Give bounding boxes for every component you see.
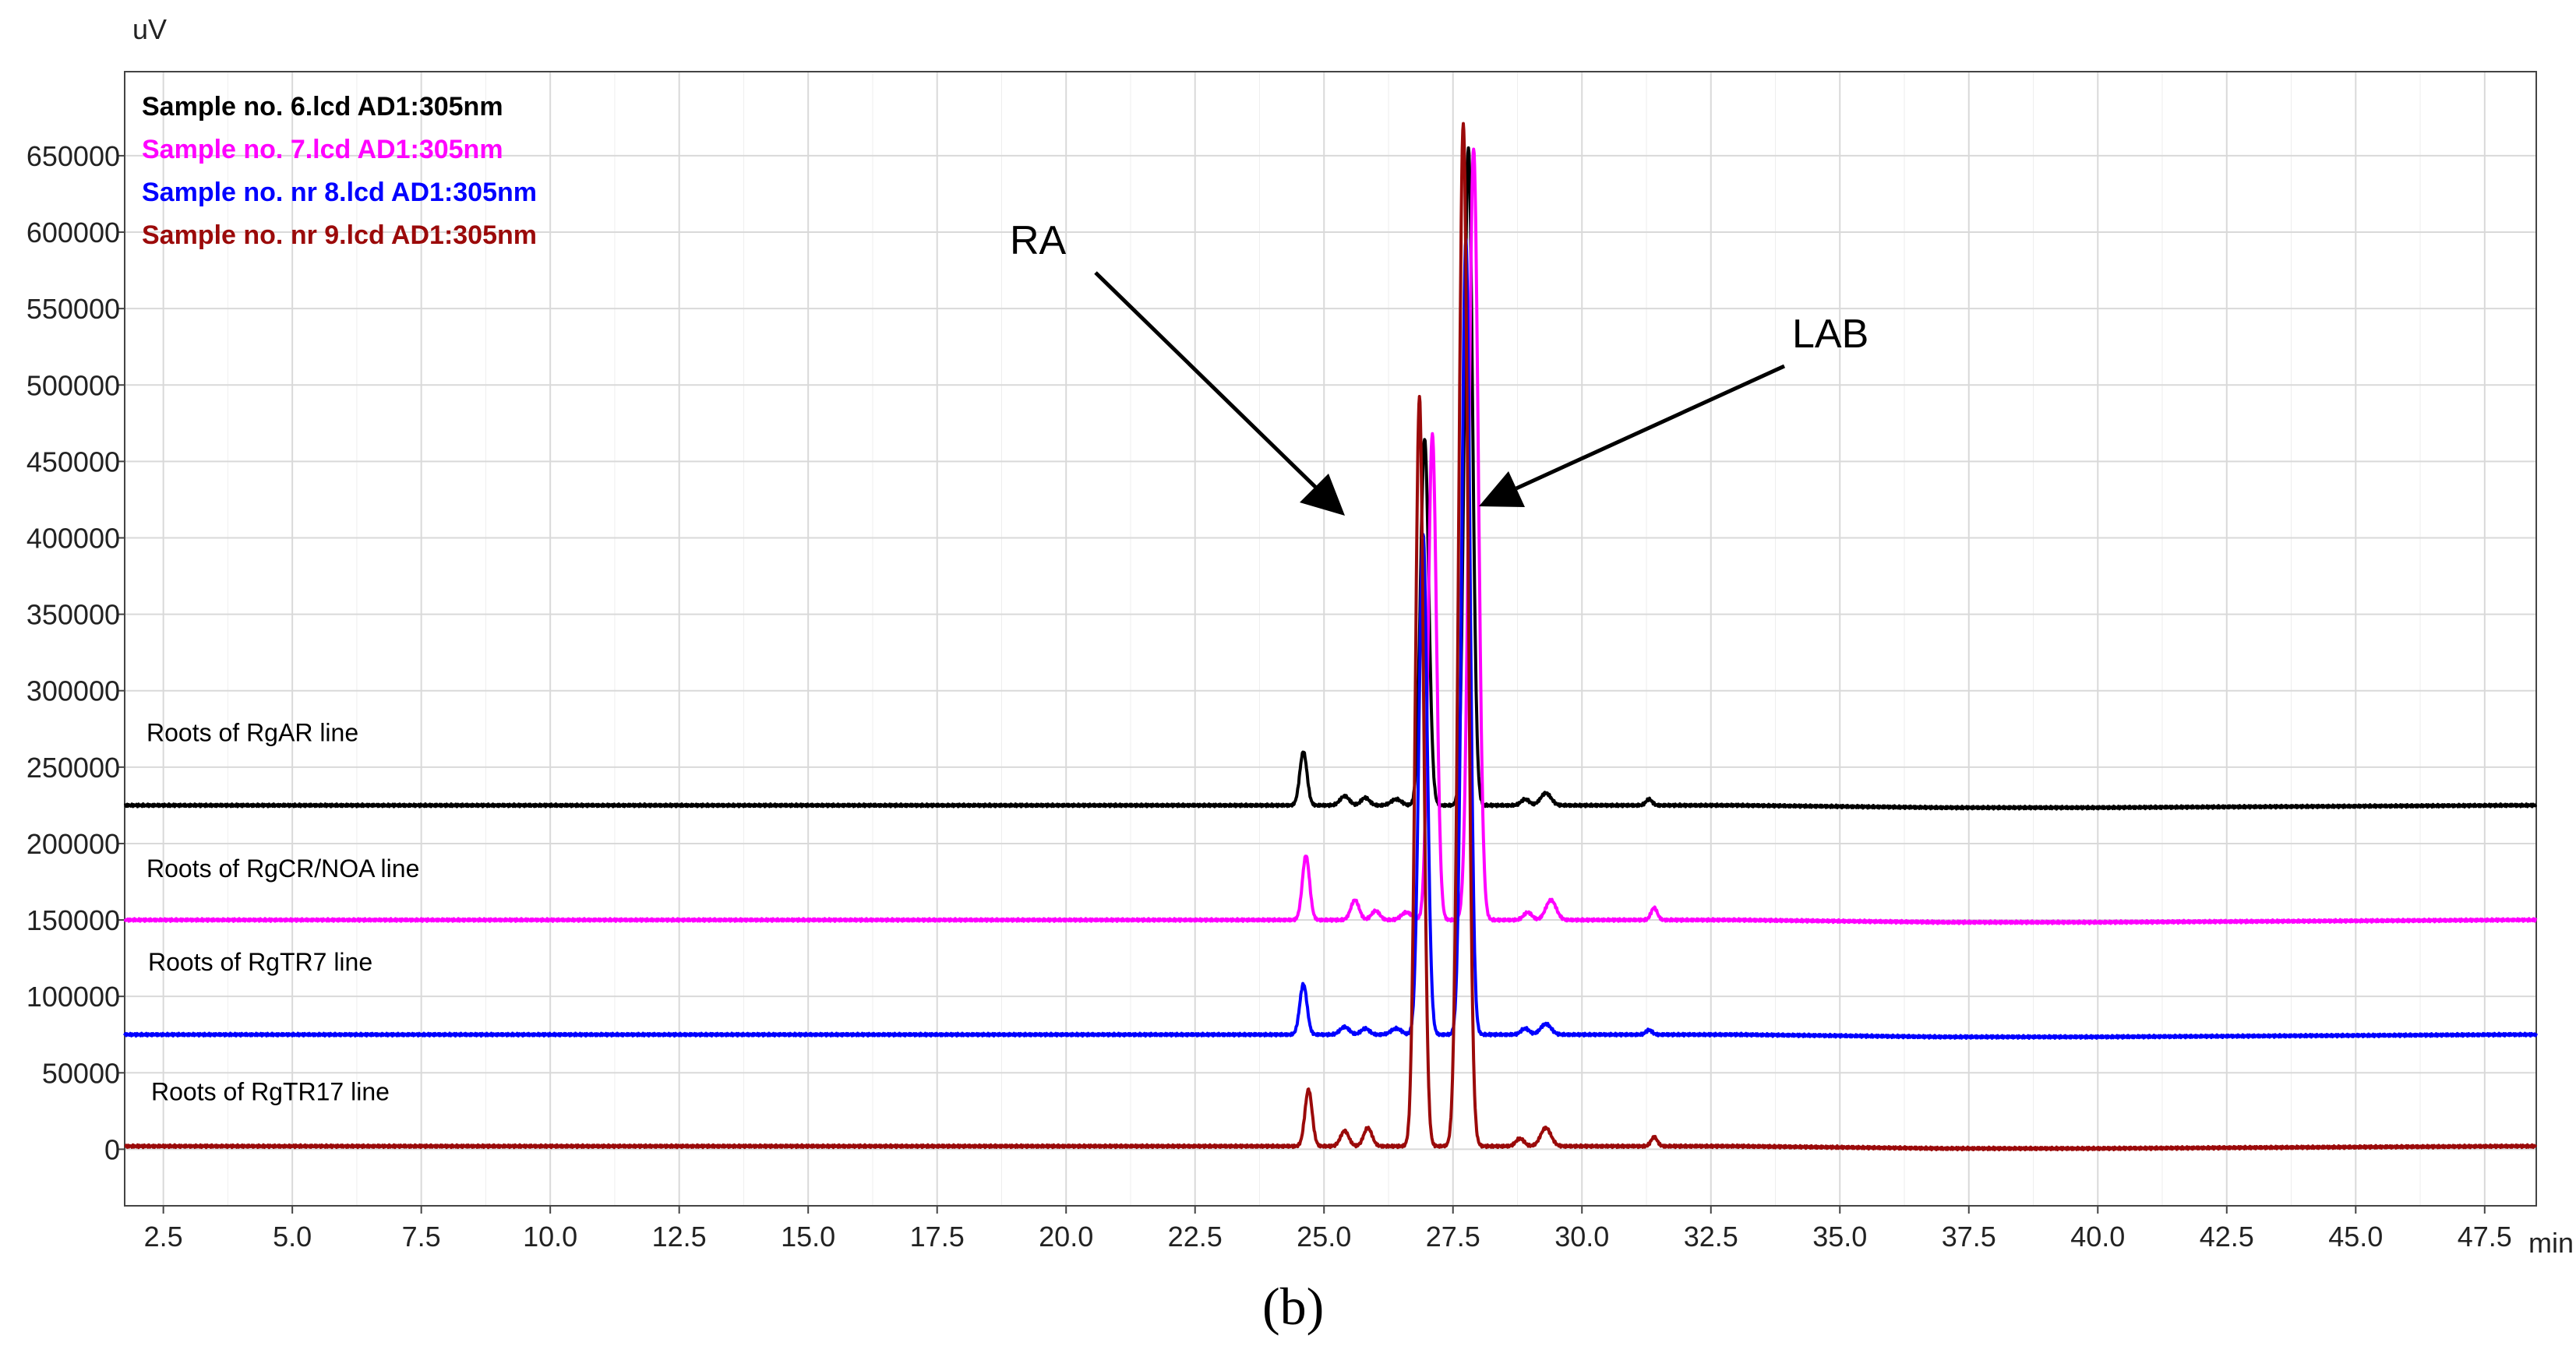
legend: Sample no. 6.lcd AD1:305nm Sample no. 7.l… [142, 92, 537, 250]
x-tick-label: 45.0 [2328, 1221, 2383, 1253]
x-tick-label: 17.5 [910, 1221, 965, 1253]
x-tick-label: 15.0 [781, 1221, 835, 1253]
annotation-ra-arrowhead [1300, 474, 1345, 516]
annotation-lab-arrowhead [1479, 471, 1525, 507]
x-tick-label: 47.5 [2458, 1221, 2512, 1253]
y-tick-label: 50000 [42, 1057, 120, 1089]
y-tick-label: 650000 [26, 140, 120, 172]
annotation-ra-label: RA [1010, 218, 1067, 263]
y-tick-label: 150000 [26, 904, 120, 936]
y-tick-label: 0 [104, 1133, 120, 1165]
trace-label-1: Roots of RgAR line [146, 718, 358, 746]
x-tick-label: 27.5 [1426, 1221, 1480, 1253]
x-tick-label: 30.0 [1554, 1221, 1609, 1253]
x-tick-label: 2.5 [144, 1221, 183, 1253]
x-tick-label: 12.5 [652, 1221, 707, 1253]
series-trace-1 [123, 146, 2538, 811]
legend-entry-3: Sample no. nr 8.lcd AD1:305nm [142, 178, 537, 207]
figure-caption: (b) [1262, 1277, 1324, 1336]
x-tick-label: 40.0 [2070, 1221, 2125, 1253]
annotation-lab-label: LAB [1792, 312, 1868, 357]
x-tick-label: 10.0 [523, 1221, 577, 1253]
x-tick-label: 7.5 [402, 1221, 441, 1253]
x-axis-unit-label: min [2528, 1227, 2574, 1259]
annotation-lab-arrow-line [1515, 364, 1786, 491]
y-tick-label: 500000 [26, 369, 120, 401]
trace-label-3: Roots of RgTR7 line [148, 948, 372, 976]
x-tick-label: 20.0 [1039, 1221, 1093, 1253]
y-tick-label: 100000 [26, 981, 120, 1013]
y-tick-label: 250000 [26, 752, 120, 784]
y-tick-label: 400000 [26, 522, 120, 554]
series-traces [123, 122, 2538, 1152]
series-trace-2 [123, 147, 2538, 925]
x-tick-label: 35.0 [1812, 1221, 1867, 1253]
y-tick-label: 600000 [26, 217, 120, 248]
y-tick-label: 550000 [26, 293, 120, 325]
legend-entry-4: Sample no. nr 9.lcd AD1:305nm [142, 220, 537, 250]
x-tick-label: 42.5 [2200, 1221, 2254, 1253]
y-axis-unit-label: uV [132, 13, 167, 45]
series-trace-4 [123, 122, 2538, 1152]
trace-labels: Roots of RgAR line Roots of RgCR/NOA line… [146, 718, 419, 1105]
legend-entry-1: Sample no. 6.lcd AD1:305nm [142, 92, 503, 122]
x-axis-ticks: 2.5 5.0 7.5 10.0 12.5 15.0 17.5 20.0 22.5 25.0 27.… [144, 1206, 2512, 1253]
peak-annotations: RA LAB [1010, 218, 1868, 516]
trace-label-2: Roots of RgCR/NOA line [146, 854, 419, 883]
legend-entry-2: Sample no. 7.lcd AD1:305nm [142, 135, 503, 164]
x-tick-label: 22.5 [1168, 1221, 1223, 1253]
x-tick-label: 37.5 [1942, 1221, 1996, 1253]
x-tick-label: 32.5 [1684, 1221, 1738, 1253]
plot-frame [124, 71, 2537, 1207]
y-tick-label: 200000 [26, 828, 120, 860]
y-tick-label: 350000 [26, 599, 120, 631]
y-tick-label: 300000 [26, 675, 120, 707]
x-tick-label: 5.0 [273, 1221, 312, 1253]
x-tick-label: 25.0 [1297, 1221, 1351, 1253]
series-trace-3 [123, 238, 2538, 1040]
trace-label-4: Roots of RgTR17 line [151, 1078, 390, 1106]
annotation-ra-arrow-line [1094, 271, 1318, 490]
y-axis-ticks: 0 50000 100000 150000 200000 250000 300000 3500… [26, 140, 125, 1165]
y-tick-label: 450000 [26, 446, 120, 477]
